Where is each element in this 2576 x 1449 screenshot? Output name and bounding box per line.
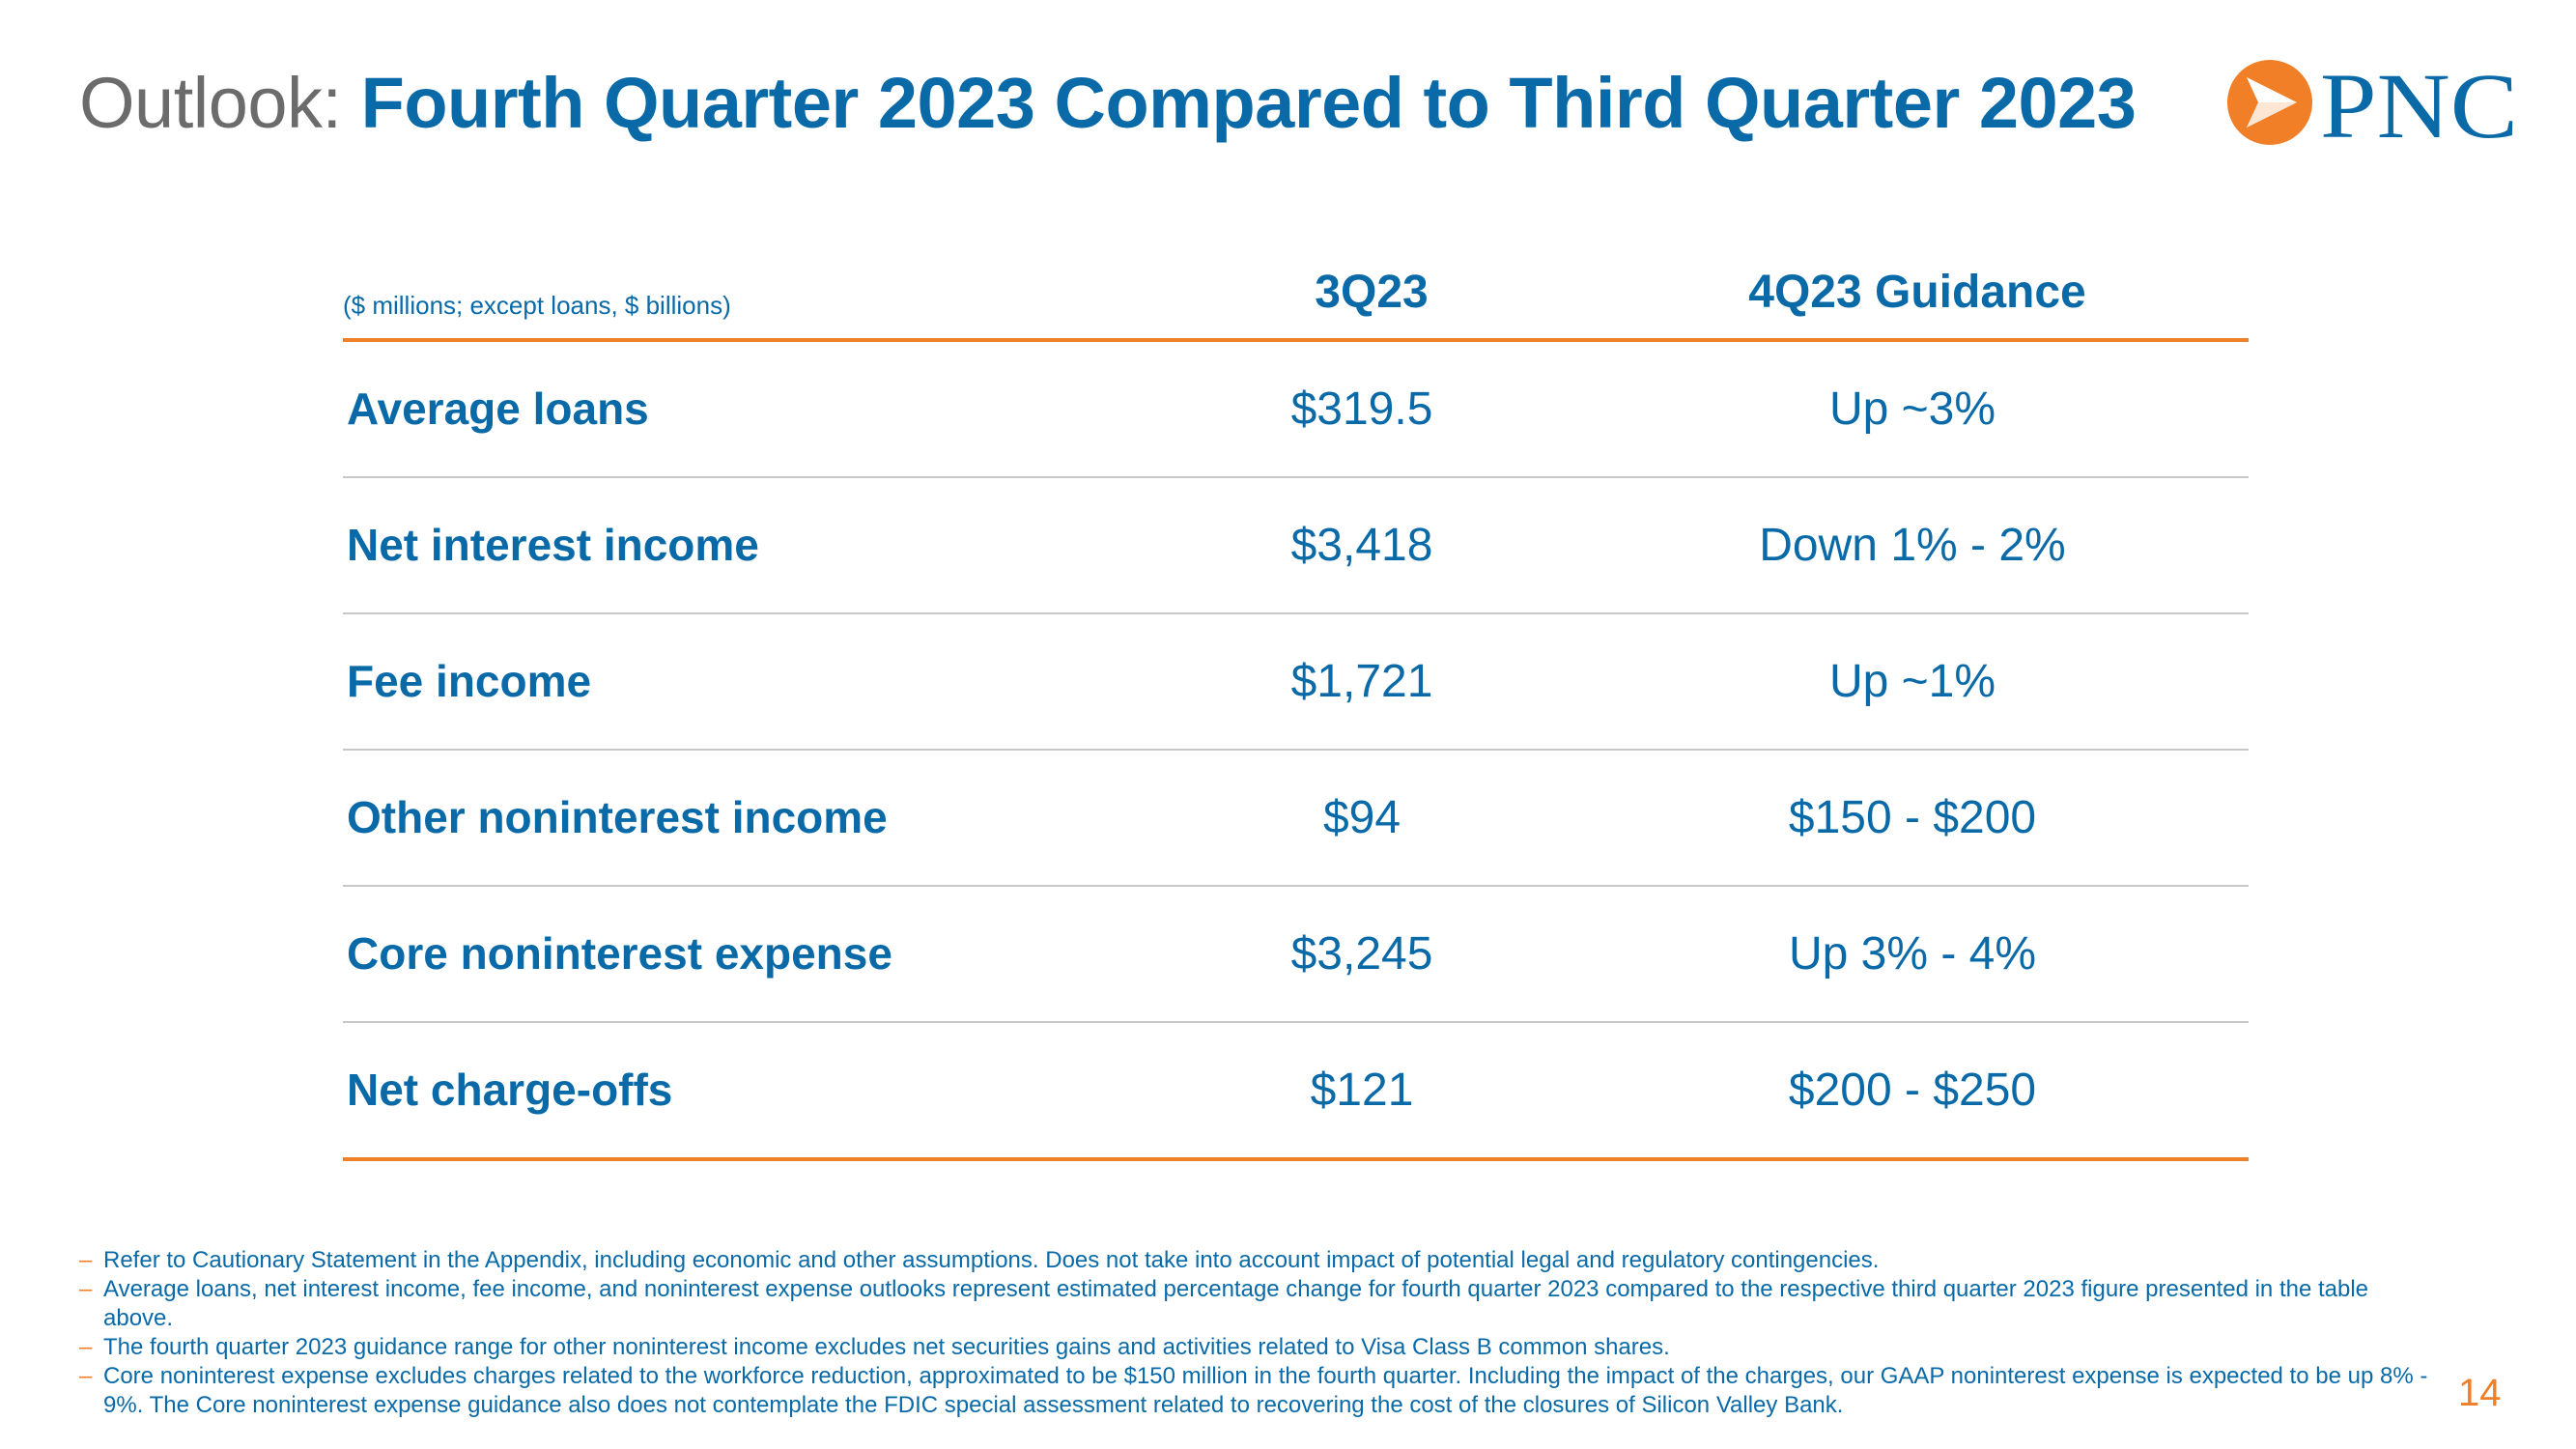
page-number: 14 (2458, 1372, 2502, 1414)
pnc-logo: PNC (2223, 54, 2523, 157)
table-row: Fee income $1,721 Up ~1% (343, 614, 2249, 751)
q3-value: $319.5 (1290, 384, 1433, 435)
row-label: Fee income (347, 656, 592, 706)
pnc-logo-icon: PNC (2227, 54, 2518, 157)
footnote-dash: – (79, 1276, 93, 1302)
table-row: Average loans $319.5 Up ~3% (343, 342, 2249, 478)
footnote-text: Core noninterest expense excludes charge… (103, 1363, 2428, 1418)
footnote: – The fourth quarter 2023 guidance range… (79, 1333, 2436, 1362)
row-label: Core noninterest expense (347, 928, 892, 979)
footnote: – Average loans, net interest income, fe… (79, 1275, 2436, 1333)
footnote-text: Refer to Cautionary Statement in the App… (103, 1247, 1880, 1273)
title-main: Fourth Quarter 2023 Compared to Third Qu… (360, 63, 2137, 143)
footnotes: – Refer to Cautionary Statement in the A… (79, 1246, 2436, 1420)
table-row: Core noninterest expense $3,245 Up 3% - … (343, 887, 2249, 1023)
table-header: ($ millions; except loans, $ billions) 3… (343, 256, 2249, 342)
q3-value: $1,721 (1290, 656, 1433, 707)
q3-value: $3,245 (1290, 928, 1433, 980)
guidance-value: Up 3% - 4% (1788, 928, 2037, 980)
footnote: – Refer to Cautionary Statement in the A… (79, 1246, 2436, 1275)
title-prefix: Outlook: (79, 63, 342, 143)
guidance-value: $150 - $200 (1788, 792, 2037, 843)
table-row: Other noninterest income $94 $150 - $200 (343, 751, 2249, 887)
unit-note: ($ millions; except loans, $ billions) (343, 291, 731, 320)
guidance-value: Up ~3% (1828, 384, 1996, 435)
row-label: Net charge-offs (347, 1065, 673, 1115)
guidance-value: Down 1% - 2% (1759, 520, 2066, 571)
footnote-text: The fourth quarter 2023 guidance range f… (103, 1334, 1670, 1360)
footnote-text: Average loans, net interest income, fee … (103, 1276, 2369, 1331)
footnote-dash: – (79, 1247, 93, 1273)
row-label: Net interest income (347, 520, 759, 570)
q3-value: $94 (1322, 792, 1401, 843)
q3-value: $121 (1310, 1065, 1414, 1116)
logo-text: PNC (2320, 56, 2518, 153)
table-row: Net charge-offs $121 $200 - $250 (343, 1023, 2249, 1161)
column-header-3q23: 3Q23 (1315, 267, 1429, 318)
footnote-dash: – (79, 1334, 93, 1360)
table-row: Net interest income $3,418 Down 1% - 2% (343, 478, 2249, 614)
guidance-value: Up ~1% (1828, 656, 1996, 707)
column-header-4q23-guidance: 4Q23 Guidance (1748, 267, 2086, 318)
row-label: Other noninterest income (347, 792, 888, 842)
footnote: – Core noninterest expense excludes char… (79, 1362, 2436, 1420)
q3-value: $3,418 (1290, 520, 1433, 571)
page-title: Outlook: Fourth Quarter 2023 Compared to… (79, 60, 2137, 147)
guidance-table: ($ millions; except loans, $ billions) 3… (343, 256, 2249, 1161)
footnote-dash: – (79, 1363, 93, 1389)
guidance-value: $200 - $250 (1788, 1065, 2037, 1116)
row-label: Average loans (347, 384, 649, 434)
